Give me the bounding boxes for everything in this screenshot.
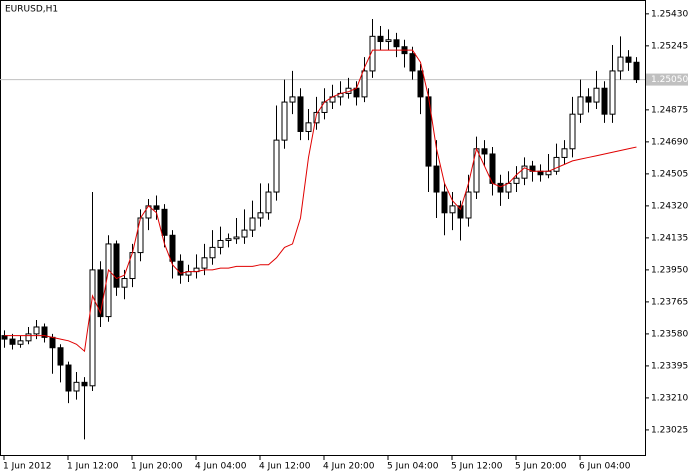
candle-body	[553, 156, 560, 172]
candle-body	[409, 53, 416, 72]
candle-body	[241, 229, 248, 238]
candle-body	[89, 269, 96, 387]
x-tick-label: 1 Jun 2012	[3, 462, 51, 472]
candle-body	[457, 205, 464, 219]
chart-title: EURUSD,H1	[5, 5, 58, 15]
candle-body	[153, 205, 160, 210]
y-tick-label: 1.24505	[651, 169, 688, 179]
candle-body	[97, 269, 104, 318]
x-tick-label: 1 Jun 20:00	[131, 462, 183, 472]
candle-body	[41, 326, 48, 338]
candle-body	[513, 177, 520, 184]
candle-body	[177, 260, 184, 276]
x-tick-label: 6 Jun 04:00	[579, 462, 631, 472]
candle-body	[289, 96, 296, 103]
candle-body	[545, 170, 552, 176]
candle-body	[609, 70, 616, 115]
candle-body	[313, 111, 320, 124]
y-tick-label: 1.24875	[651, 105, 688, 115]
candle-body	[521, 165, 528, 179]
candle-body	[281, 101, 288, 141]
candle-body	[369, 35, 376, 72]
candle-body	[65, 364, 72, 392]
candle-body	[17, 340, 24, 345]
candle-body	[561, 148, 568, 158]
x-tick-label: 4 Jun 20:00	[323, 462, 375, 472]
candle-body	[9, 338, 16, 345]
candle-body	[25, 333, 32, 342]
x-tick-label: 4 Jun 12:00	[259, 462, 311, 472]
candle-body	[385, 39, 392, 43]
x-tick-label: 5 Jun 12:00	[451, 462, 503, 472]
candle-body	[465, 191, 472, 219]
y-tick-label: 1.23210	[651, 393, 688, 403]
y-tick-label: 1.23950	[651, 265, 688, 275]
candle-body	[209, 246, 216, 259]
y-tick-label: 1.25245	[651, 41, 688, 51]
candle-body	[233, 236, 240, 240]
candle-body	[601, 87, 608, 115]
x-tick-label: 1 Jun 12:00	[67, 462, 119, 472]
y-tick-label: 1.24690	[651, 137, 688, 147]
candle-body	[113, 243, 120, 288]
y-tick-label: 1.25430	[651, 9, 688, 19]
candle-body	[217, 239, 224, 248]
candle-body	[377, 35, 384, 43]
candle-body	[201, 257, 208, 269]
y-tick-label: 1.23765	[651, 297, 688, 307]
candle-body	[33, 326, 40, 335]
candle-body	[305, 122, 312, 132]
candle-body	[625, 56, 632, 63]
current-price-label: 1.25050	[651, 75, 688, 85]
y-tick-label: 1.23025	[651, 425, 688, 435]
y-tick-label: 1.23395	[651, 361, 688, 371]
current-price-box	[646, 73, 688, 86]
y-tick-label: 1.23580	[651, 329, 688, 339]
candle-body	[417, 70, 424, 98]
y-tick-label: 1.24320	[651, 201, 688, 211]
candle-body	[273, 139, 280, 193]
candle-body	[225, 238, 232, 241]
candle-body	[121, 278, 128, 288]
candle-body	[433, 165, 440, 193]
candle-body	[81, 381, 88, 387]
candle-body	[249, 217, 256, 231]
candle-body	[361, 70, 368, 98]
candle-body	[577, 96, 584, 115]
candle-body	[137, 217, 144, 254]
candle-body	[617, 56, 624, 72]
candle-body	[169, 234, 176, 262]
candle-body	[1, 335, 8, 340]
candle-body	[633, 61, 640, 81]
candle-body	[105, 243, 112, 318]
candle-body	[449, 205, 456, 214]
candle-body	[265, 191, 272, 214]
candle-body	[321, 101, 328, 113]
x-tick-label: 5 Jun 20:00	[515, 462, 567, 472]
candle-body	[569, 113, 576, 150]
indicator-line	[4, 49, 637, 353]
candle-body	[481, 148, 488, 155]
candle-body	[161, 208, 168, 236]
candle-body	[593, 87, 600, 103]
plot-frame	[0, 0, 646, 456]
candle-body	[441, 191, 448, 214]
candle-body	[257, 212, 264, 219]
x-tick-label: 4 Jun 04:00	[195, 462, 247, 472]
candle-body	[73, 381, 80, 392]
x-tick-label: 5 Jun 04:00	[387, 462, 439, 472]
y-tick-label: 1.24135	[651, 233, 688, 243]
candle-body	[297, 96, 304, 132]
candle-body	[585, 96, 592, 103]
candle-body	[497, 182, 504, 193]
candle-body	[393, 39, 400, 48]
candle-body	[537, 170, 544, 176]
candle-body	[57, 347, 64, 366]
candle-body	[49, 336, 56, 349]
